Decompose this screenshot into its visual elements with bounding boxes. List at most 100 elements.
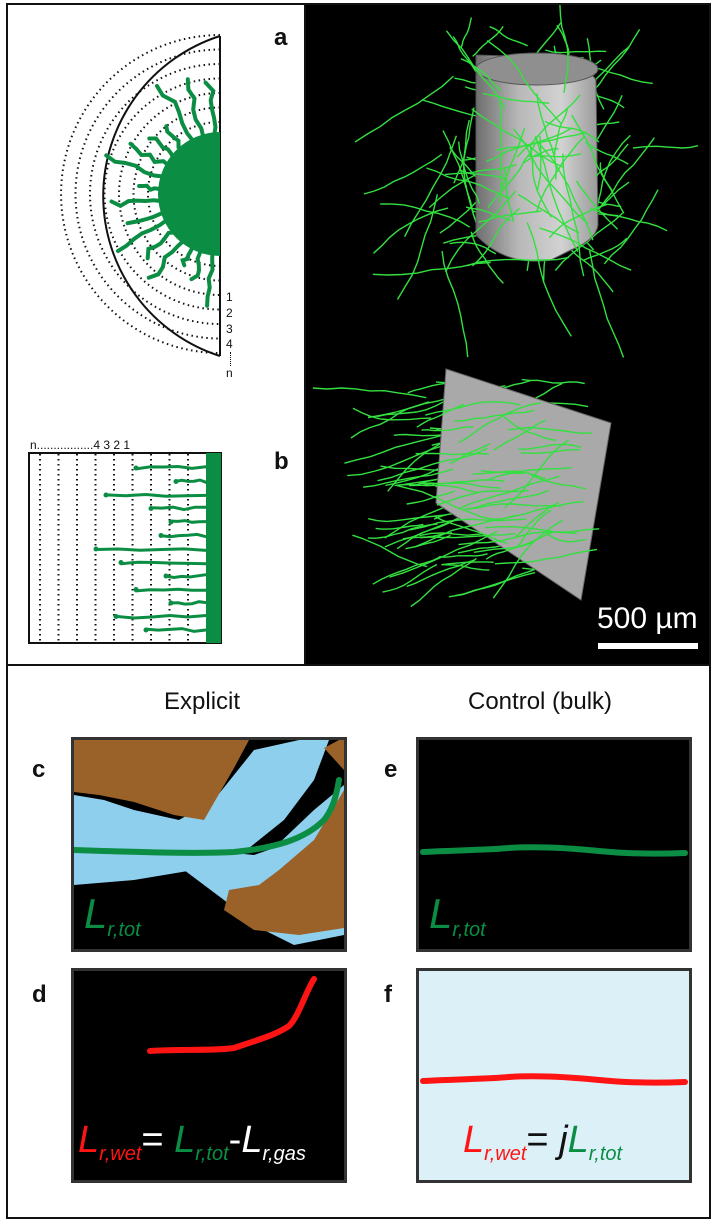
ring-number-2: 2 — [226, 306, 233, 320]
root-hair-3d — [377, 447, 488, 482]
root-tip-b — [148, 506, 154, 511]
root-hair-3d — [460, 58, 502, 92]
root-hair-a — [189, 246, 204, 282]
root-hair-3d — [597, 137, 655, 211]
root-hair-3d — [462, 119, 476, 219]
ring-ellipsis-dots — [230, 352, 231, 366]
root-hair-3d — [493, 419, 546, 451]
root-hair-b — [164, 573, 208, 580]
root-hair-a — [125, 210, 167, 226]
root-tip-b — [113, 614, 119, 619]
root-hair-3d — [375, 523, 424, 530]
root-hair-b — [144, 627, 208, 633]
root-tip-b — [103, 492, 109, 498]
root-hair-b — [134, 587, 208, 593]
root-hair-3d — [372, 555, 442, 585]
root-hair-3d — [464, 503, 562, 510]
root-hair-3d — [472, 470, 546, 480]
root-hair-3d — [468, 489, 549, 511]
root-hair-3d — [380, 203, 471, 228]
root-hair-3d — [632, 145, 699, 149]
heading-control: Control (bulk) — [468, 688, 613, 715]
root-hair-a — [164, 124, 186, 151]
root-hair-3d — [350, 401, 430, 439]
root-hair-3d — [589, 207, 668, 232]
root-hair-3d — [603, 189, 659, 265]
root-hair-3d — [492, 519, 564, 599]
root-hair-3d — [485, 525, 600, 533]
root-hair-3d — [588, 250, 625, 358]
root-tip-b — [133, 587, 139, 592]
scale-bar — [598, 643, 698, 649]
root-hair-3d — [595, 143, 629, 177]
ring-number-4: 4 — [226, 337, 233, 351]
root-hair-3d — [363, 468, 454, 488]
root-hair-3d — [494, 548, 598, 565]
root-hair-3d — [444, 190, 517, 273]
root-hair-3d — [460, 17, 473, 49]
root-hair-b — [119, 560, 208, 566]
root-tip-b — [133, 465, 139, 471]
root-tip-b — [168, 519, 174, 525]
root-hair-3d — [465, 206, 512, 222]
divider-horizontal — [6, 664, 711, 666]
panel-label-f: f — [384, 981, 392, 1008]
root-hair-3d — [373, 207, 449, 254]
root-hair-b — [114, 613, 208, 620]
root-c — [74, 777, 342, 856]
root-hair-3d — [354, 75, 454, 143]
root-hair-3d — [568, 246, 614, 293]
root-hair-3d — [527, 472, 587, 490]
equation-f: Lr,wet= jLr,tot — [463, 1119, 623, 1165]
panel-label-b: b — [274, 448, 289, 475]
cylindrical-schematic — [60, 34, 221, 357]
root-hair-3d — [539, 227, 632, 271]
root-hair-3d — [445, 30, 506, 110]
root-hair-3d — [406, 490, 455, 505]
root-hair-3d — [521, 378, 585, 385]
equation-d: Lr,wet= Lr,tot-Lr,gas — [78, 1119, 306, 1165]
root-hair-3d — [523, 148, 559, 164]
root-hair-3d — [441, 561, 494, 566]
root-hair-a — [116, 217, 170, 253]
root-hair-3d — [548, 203, 608, 239]
root-hair-3d — [419, 532, 516, 539]
heading-explicit: Explicit — [164, 688, 241, 715]
cylinder-top — [475, 52, 599, 86]
root-hair-3d — [517, 193, 580, 234]
rhizosphere-3d-render — [312, 4, 699, 608]
root-hair-3d — [503, 167, 515, 222]
root-hair-3d — [459, 475, 560, 510]
root-hair-b — [149, 505, 208, 512]
root-hair-a — [146, 237, 187, 280]
root-hair-a — [128, 141, 172, 168]
root-hair-b — [94, 547, 208, 552]
root-hair-3d — [406, 559, 476, 588]
root-tip-b — [158, 533, 164, 538]
root-tip-b — [143, 627, 149, 633]
root-hair-3d — [499, 101, 503, 203]
root-hair-b — [104, 492, 208, 498]
root-hair-3d — [416, 403, 465, 428]
root-hair-3d — [421, 426, 474, 432]
root-hair-3d — [347, 440, 458, 477]
root-tip-b — [168, 600, 174, 606]
label-c-Lrtot: Lr,tot — [84, 890, 141, 941]
root-hair-3d — [363, 153, 443, 195]
root-hair-3d — [486, 40, 562, 125]
root-hair-3d — [449, 443, 491, 465]
root-hair-3d — [368, 514, 446, 523]
root-hair-a — [109, 198, 165, 209]
root-hair-3d — [382, 563, 438, 593]
root-hair-3d — [405, 534, 451, 550]
ring-number-1: 1 — [226, 290, 233, 304]
root-hair-3d — [559, 4, 569, 93]
root-hair-3d — [454, 409, 535, 422]
tile-d-explicit-wet: Lr,wet= Lr,tot-Lr,gas — [71, 968, 347, 1183]
root-hair-3d — [470, 231, 504, 284]
root-hair-a — [104, 153, 167, 179]
root-hair-3d — [490, 500, 584, 520]
root-f-wet — [420, 1073, 688, 1086]
root-hair-3d — [571, 114, 625, 214]
root-hair-3d — [458, 402, 542, 444]
